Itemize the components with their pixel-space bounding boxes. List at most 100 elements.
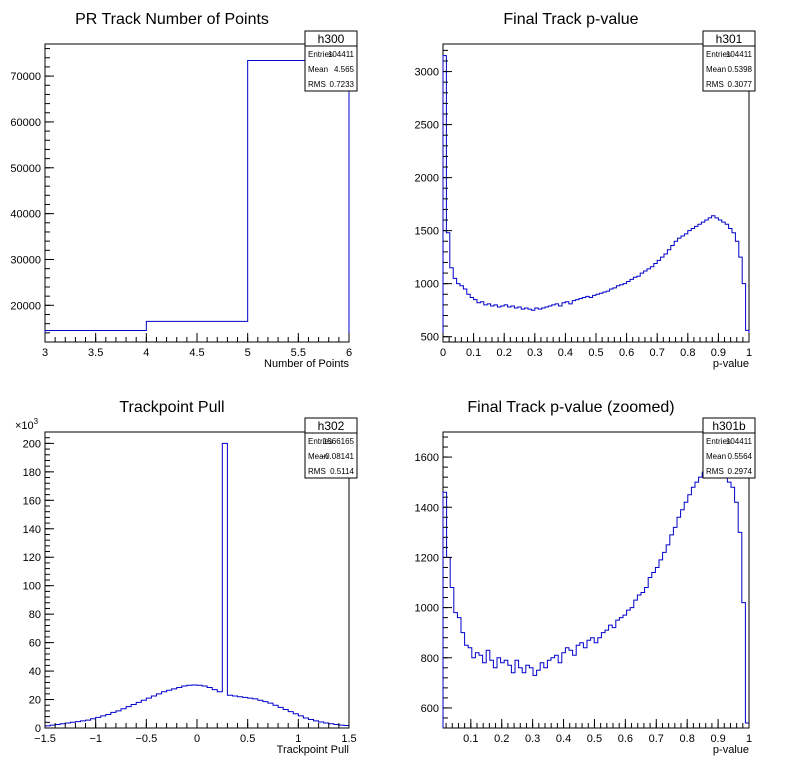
stats-value: 104411	[328, 50, 355, 59]
panel-title: Trackpoint Pull	[119, 399, 224, 416]
y-tick-label: 200	[23, 438, 41, 450]
stats-box	[304, 417, 358, 479]
stats-value: 0.2974	[728, 467, 753, 476]
y-tick-label: 160	[23, 495, 41, 507]
stats-label: Mean	[706, 65, 726, 74]
stats-value: 104411	[726, 50, 753, 59]
y-tick-label: 30000	[10, 254, 41, 266]
panel-title: Final Track p-value (zoomed)	[467, 399, 674, 416]
stats-label: RMS	[308, 80, 326, 89]
y-tick-label: 40	[29, 666, 41, 678]
x-tick-label: 0.1	[466, 347, 481, 359]
x-tick-label: 0.5	[240, 733, 255, 745]
stats-hist-name: h302	[318, 419, 345, 433]
y-exponent-power: 3	[34, 417, 39, 426]
stats-value: 104411	[726, 437, 753, 446]
histogram-line	[44, 60, 350, 342]
y-tick-label: 140	[23, 524, 41, 536]
x-tick-label: 4	[143, 347, 149, 359]
histogram-line	[442, 456, 750, 728]
stats-label: Mean	[706, 452, 726, 461]
x-tick-label: 0.2	[497, 347, 512, 359]
y-tick-label: 50000	[10, 163, 41, 175]
y-tick-label: 1000	[415, 603, 439, 615]
y-tick-label: 1400	[415, 502, 439, 514]
y-tick-label: 3000	[415, 67, 439, 79]
x-tick-label: 4.5	[189, 347, 204, 359]
y-tick-label: 1500	[415, 226, 439, 238]
stats-box	[702, 30, 756, 92]
x-axis-label: p-value	[713, 744, 749, 756]
x-tick-label: 0.3	[525, 733, 540, 745]
x-tick-label: −1.5	[34, 733, 56, 745]
x-tick-label: 0.9	[710, 733, 725, 745]
stats-value: 0.5114	[330, 467, 354, 476]
y-tick-label: 100	[23, 581, 41, 593]
stats-box	[702, 417, 756, 479]
stats-value: 4.565	[334, 65, 355, 74]
histogram-line	[44, 442, 350, 728]
stats-label: Entries	[308, 437, 333, 446]
x-tick-label: −1	[89, 733, 102, 745]
x-tick-label: 0.7	[649, 733, 664, 745]
panel-title: Final Track p-value	[503, 11, 638, 28]
y-tick-label: 500	[421, 332, 439, 344]
x-tick-label: 1.5	[341, 733, 356, 745]
stats-label: Entries	[706, 437, 731, 446]
x-tick-label: 0.8	[680, 347, 695, 359]
stats-label: RMS	[706, 467, 724, 476]
y-exponent-base: ×10	[15, 420, 34, 432]
stats-hist-name: h301	[716, 32, 743, 46]
x-tick-label: 5.5	[291, 347, 306, 359]
y-tick-label: 1200	[415, 552, 439, 564]
stats-box	[304, 30, 358, 92]
x-tick-label: 0	[440, 347, 446, 359]
plot-frame	[44, 431, 350, 729]
x-tick-label: 0.9	[711, 347, 726, 359]
stats-value: 0.5564	[728, 452, 753, 461]
x-tick-label: 0.5	[587, 733, 602, 745]
x-tick-label: 0.7	[650, 347, 665, 359]
x-axis-label: Trackpoint Pull	[277, 744, 349, 756]
x-tick-label: 0.1	[463, 733, 478, 745]
stats-label: Mean	[308, 452, 328, 461]
y-tick-label: 20	[29, 695, 41, 707]
y-tick-label: 80	[29, 609, 41, 621]
histogram-panel-1: PR Track Number of Points 3 3.5 4 4.5 5 5.5 6 20…	[10, 11, 358, 370]
panel-title: PR Track Number of Points	[75, 11, 269, 28]
y-tick-label: 40000	[10, 209, 41, 221]
stats-value: −0.08141	[320, 452, 354, 461]
x-tick-label: 0.5	[588, 347, 603, 359]
stats-label: RMS	[706, 80, 724, 89]
stats-label: Entries	[308, 50, 333, 59]
x-tick-label: 6	[346, 347, 352, 359]
y-tick-label: 20000	[10, 300, 41, 312]
x-tick-label: −0.5	[135, 733, 157, 745]
stats-value: 0.5398	[728, 65, 753, 74]
y-tick-label: 800	[421, 653, 439, 665]
histogram-panel-2: Final Track p-value 0 0.1 0.2 0.3 0.4 0.5 0.6 0.…	[415, 11, 756, 370]
stats-hist-name: h300	[318, 32, 345, 46]
x-tick-label: 0	[194, 733, 200, 745]
stats-label: Mean	[308, 65, 328, 74]
histogram-line	[442, 55, 750, 342]
x-tick-label: 0.8	[680, 733, 695, 745]
x-axis-label: p-value	[713, 358, 749, 370]
x-tick-label: 0.2	[494, 733, 509, 745]
y-tick-label: 2000	[415, 173, 439, 185]
y-tick-label: 1600	[415, 452, 439, 464]
histogram-panel-3: Trackpoint Pull −1.5 −1 −0.5 0 0.5 1 1.5 0 20 40 60…	[15, 399, 358, 756]
y-exponent-label: ×103	[15, 417, 39, 432]
y-tick-label: 60000	[10, 117, 41, 129]
x-axis-label: Number of Points	[264, 358, 349, 370]
y-tick-label: 600	[421, 703, 439, 715]
x-tick-label: 1	[746, 347, 752, 359]
y-tick-label: 60	[29, 638, 41, 650]
stats-label: RMS	[308, 467, 326, 476]
x-tick-label: 0.6	[618, 733, 633, 745]
stats-value: 0.7233	[330, 80, 355, 89]
x-tick-label: 0.4	[556, 733, 571, 745]
stats-value: 0.3077	[728, 80, 753, 89]
x-tick-label: 1	[295, 733, 301, 745]
